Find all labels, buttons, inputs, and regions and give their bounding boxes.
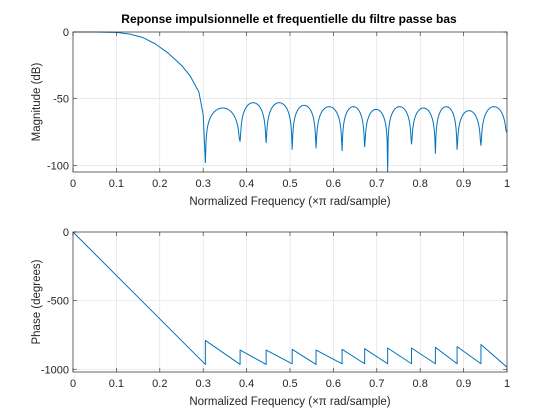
phase-axes: 0 0.1 0.2 0.3 0.4 0.5 0.6 0.7 0.8 0.9 1 0 -500 -1000 N…: [31, 227, 510, 408]
y-tick-label: 0: [63, 27, 69, 39]
y-tick-label: -100: [47, 160, 69, 172]
x-tick-label: 0: [70, 178, 76, 190]
x-tick-label: 0.6: [326, 178, 341, 190]
x-tick-label: 0.3: [196, 178, 211, 190]
y-tick-label: 0: [63, 227, 69, 239]
chart-title: Reponse impulsionnelle et frequentielle …: [121, 12, 457, 26]
x-tick-label: 0.7: [369, 378, 384, 390]
x-tick-label: 0: [70, 378, 76, 390]
x-tick-label: 0.3: [196, 378, 211, 390]
x-tick-label: 0.8: [413, 178, 428, 190]
magnitude-axes: 0 0.1 0.2 0.3 0.4 0.5 0.6 0.7 0.8 0.9 1 0 -50 -100 Nor…: [31, 27, 510, 208]
x-tick-label: 0.6: [326, 378, 341, 390]
x-tick-label: 0.7: [369, 178, 384, 190]
phase-curve: [73, 231, 507, 368]
y-axis-label: Magnitude (dB): [31, 63, 43, 142]
x-axis-label: Normalized Frequency (×π rad/sample): [189, 396, 390, 408]
x-tick-label: 0.9: [456, 178, 471, 190]
x-tick-label: 0.5: [282, 378, 297, 390]
y-axis-label: Phase (degrees): [31, 259, 43, 344]
x-tick-label: 0.5: [282, 178, 297, 190]
x-tick-label: 0.4: [239, 178, 254, 190]
y-tick-label: -50: [53, 94, 69, 106]
x-tick-label: 0.9: [456, 378, 471, 390]
x-tick-label: 0.4: [239, 378, 254, 390]
x-tick-label: 0.8: [413, 378, 428, 390]
x-tick-label: 1: [504, 178, 510, 190]
x-tick-label: 0.2: [152, 178, 167, 190]
y-tick-label: -1000: [41, 364, 69, 376]
x-tick-label: 0.2: [152, 378, 167, 390]
magnitude-curve: [73, 31, 507, 172]
x-tick-label: 0.1: [109, 378, 124, 390]
x-axis-label: Normalized Frequency (×π rad/sample): [189, 196, 390, 208]
y-tick-label: -500: [47, 296, 69, 308]
x-tick-label: 0.1: [109, 178, 124, 190]
x-tick-label: 1: [504, 378, 510, 390]
